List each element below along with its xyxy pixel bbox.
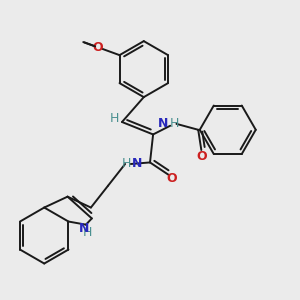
Text: H: H (110, 112, 119, 125)
Text: O: O (92, 41, 103, 54)
Text: H: H (83, 226, 92, 239)
Text: H: H (122, 157, 131, 169)
Text: O: O (167, 172, 177, 185)
Text: N: N (158, 117, 169, 130)
Text: O: O (196, 150, 207, 163)
Text: N: N (132, 157, 142, 169)
Text: N: N (79, 222, 89, 235)
Text: H: H (170, 117, 180, 130)
